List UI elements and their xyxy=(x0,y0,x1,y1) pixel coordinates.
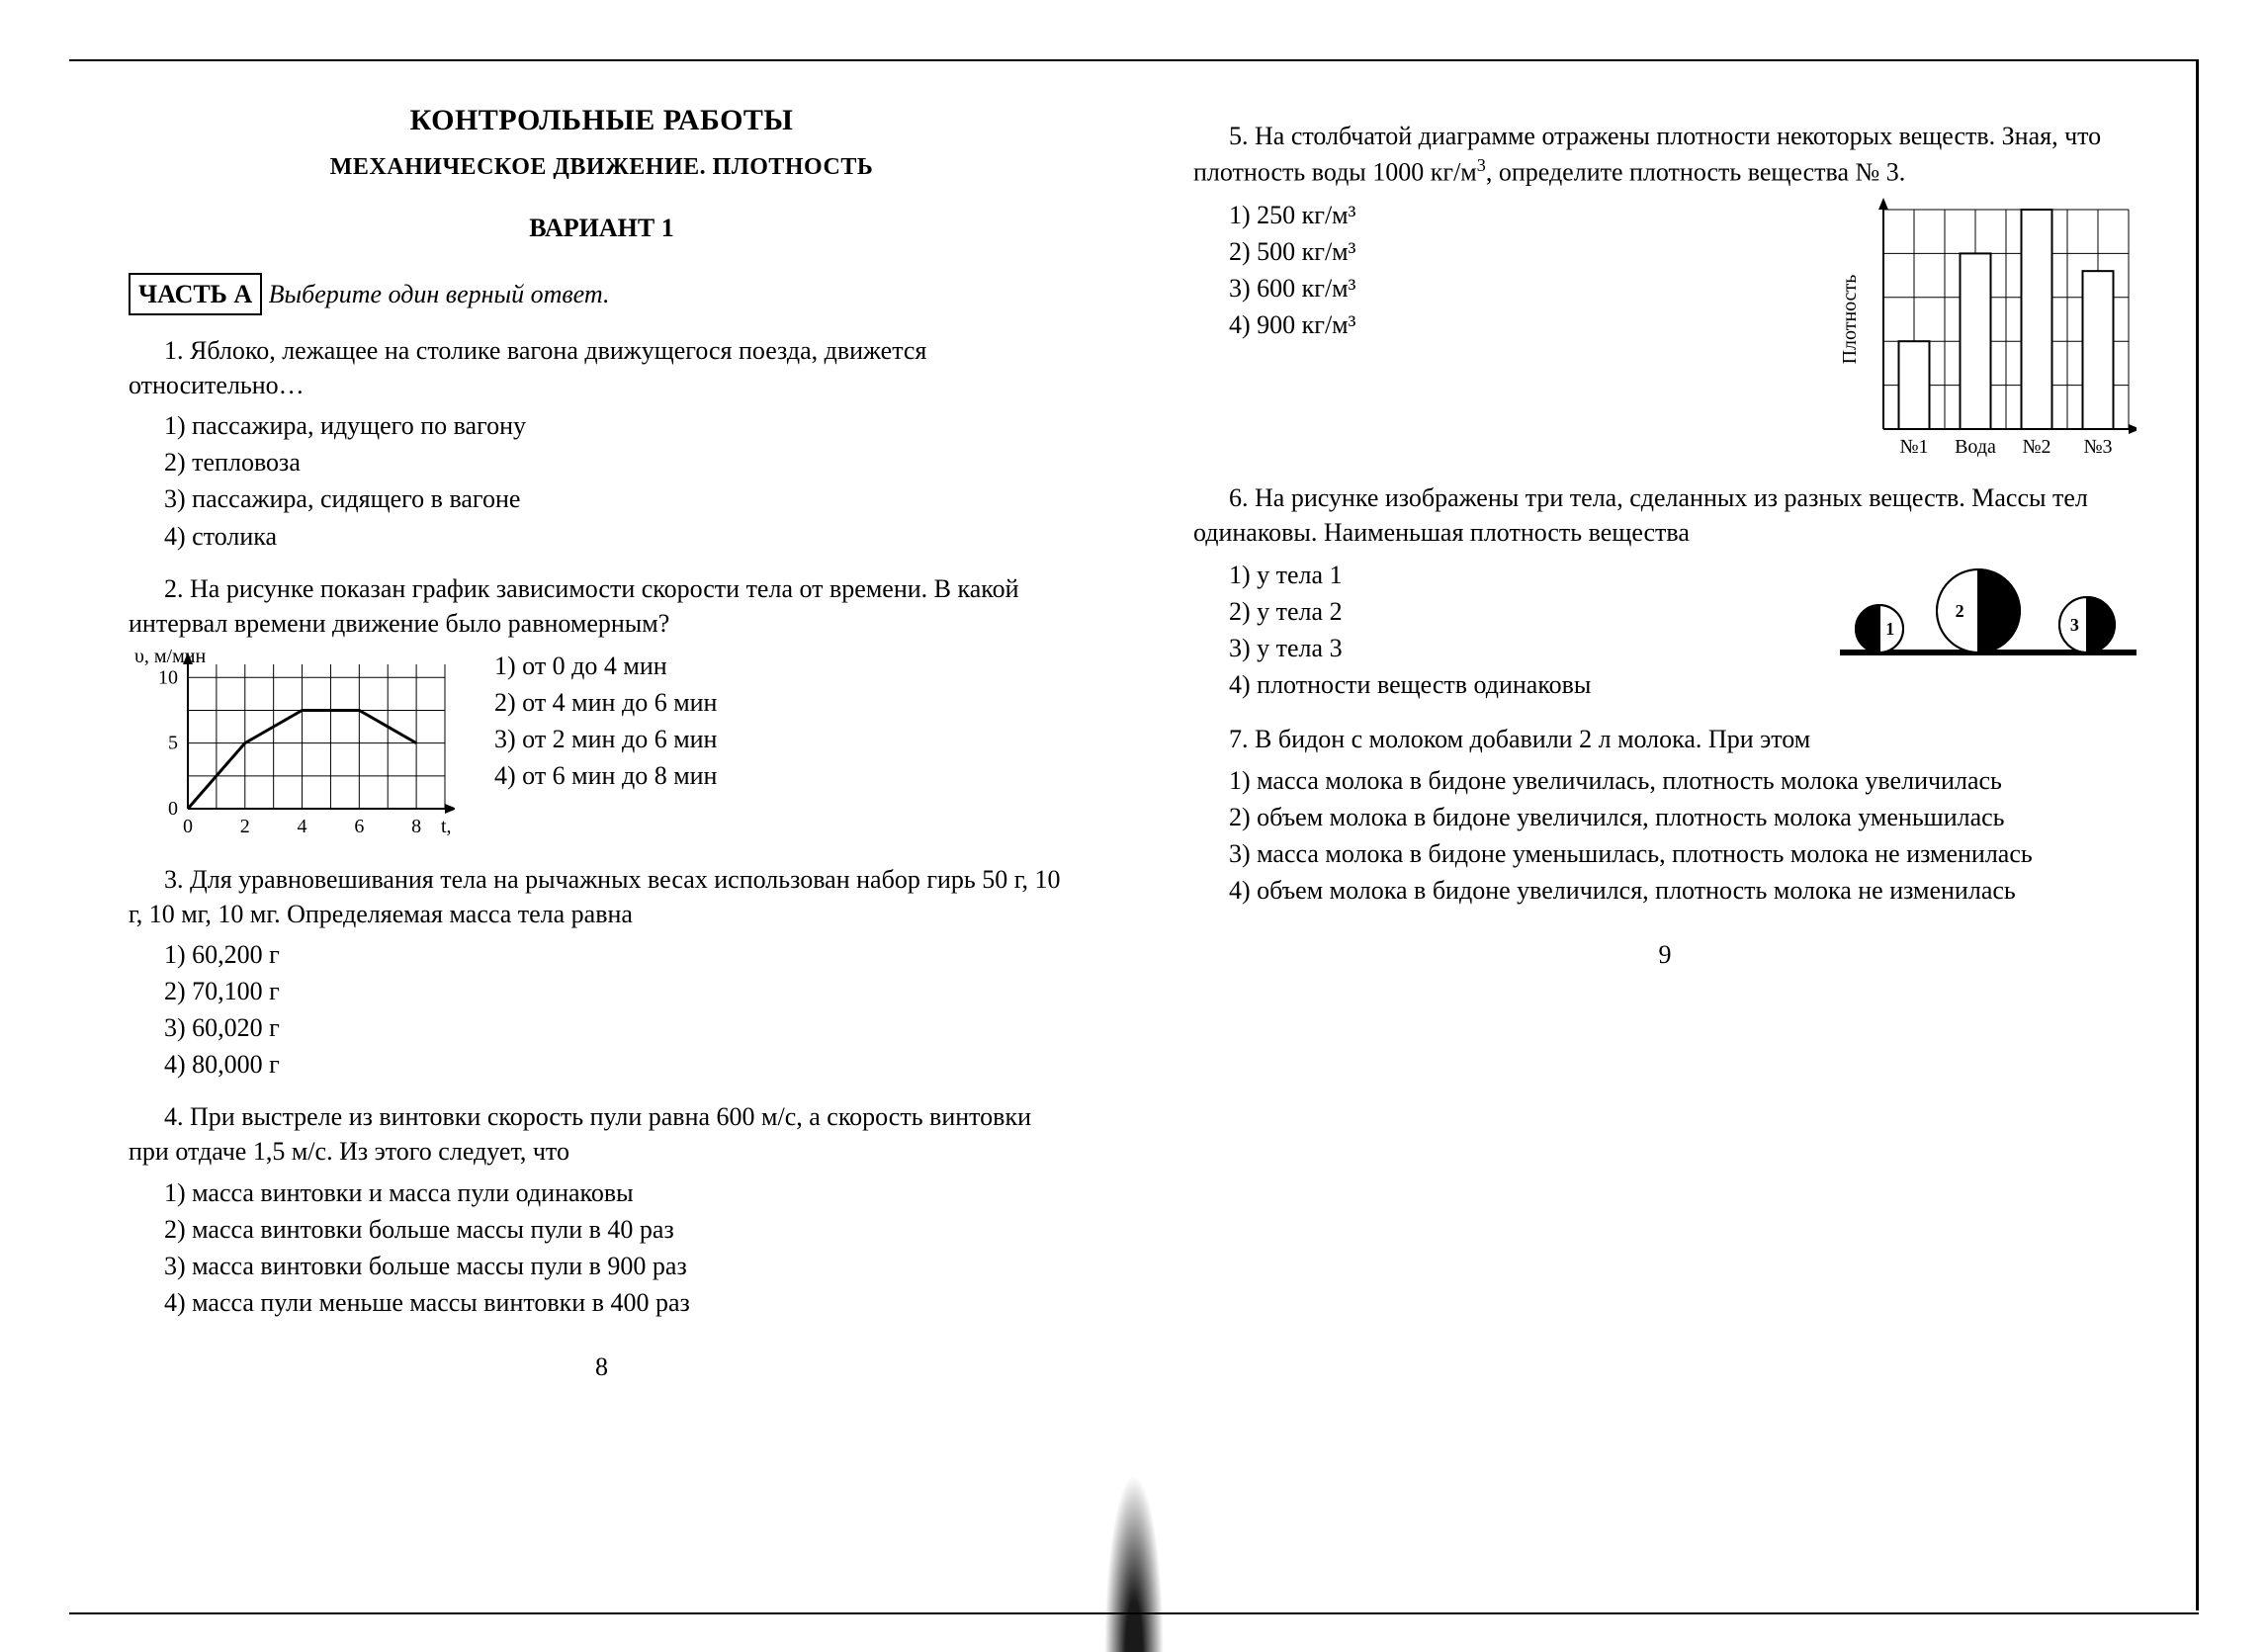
instruction: Выберите один верный ответ. xyxy=(269,280,610,308)
q2-opt: 1) от 0 до 4 мин xyxy=(494,649,717,683)
svg-text:t, мин: t, мин xyxy=(441,816,455,837)
q5-options: 1) 250 кг/м³ 2) 500 кг/м³ 3) 600 кг/м³ 4… xyxy=(1229,196,1355,344)
bottom-rule xyxy=(69,1612,2199,1614)
q2-prompt: 2. На рисунке показан график зависимости… xyxy=(129,571,1075,641)
q1-options: 1) пассажира, идущего по вагону 2) тепло… xyxy=(164,408,1075,553)
q3-opt: 2) 70,100 г xyxy=(164,974,1075,1008)
q1-opt: 4) столика xyxy=(164,519,1075,554)
q5-chart: №1 Вода №2 №3 Плотность xyxy=(1830,196,2137,463)
q3-opt: 1) 60,200 г xyxy=(164,937,1075,972)
q2-opt: 3) от 2 мин до 6 мин xyxy=(494,722,717,756)
q4-options: 1) масса винтовки и масса пули одинаковы… xyxy=(164,1175,1075,1320)
svg-text:№3: №3 xyxy=(2083,436,2112,458)
gutter-shadow xyxy=(1104,1474,1164,1652)
q3-opt: 4) 80,000 г xyxy=(164,1047,1075,1082)
svg-text:3: 3 xyxy=(2070,615,2079,635)
q6-opt: 3) у тела 3 xyxy=(1229,631,1591,665)
page-9: 5. На столбчатой диаграмме отражены плот… xyxy=(1134,59,2199,1610)
svg-text:υ, м/мин: υ, м/мин xyxy=(134,647,206,667)
page-spread: КОНТРОЛЬНЫЕ РАБОТЫ МЕХАНИЧЕСКОЕ ДВИЖЕНИЕ… xyxy=(0,0,2268,1650)
q7-opt: 4) объем молока в бидоне увеличился, пло… xyxy=(1193,873,2137,908)
q7-prompt: 7. В бидон с молоком добавили 2 л молока… xyxy=(1193,722,2137,756)
svg-text:№1: №1 xyxy=(1899,436,1928,458)
svg-text:№2: №2 xyxy=(2022,436,2050,458)
q7-opt: 3) масса молока в бидоне уменьшилась, пл… xyxy=(1193,836,2137,871)
q5-prompt: 5. На столбчатой диаграмме отражены плот… xyxy=(1193,119,2137,190)
q6-opt: 1) у тела 1 xyxy=(1229,558,1591,592)
svg-text:2: 2 xyxy=(1956,601,1964,621)
q5-opt: 4) 900 кг/м³ xyxy=(1229,307,1355,342)
q7-opt: 2) объем молока в бидоне увеличился, пло… xyxy=(1193,800,2137,834)
q5-sup: 3 xyxy=(1477,155,1486,175)
q6-options: 1) у тела 1 2) у тела 2 3) у тела 3 4) п… xyxy=(1229,556,1591,704)
svg-text:Плотность: Плотность xyxy=(1839,274,1861,364)
q1-prompt: 1. Яблоко, лежащее на столике вагона дви… xyxy=(129,333,1075,402)
q2-chart: 0 2 4 6 8 0 5 10υ, м/мин t, мин xyxy=(129,647,455,844)
q3-prompt: 3. Для уравновешивания тела на рычажных … xyxy=(129,862,1075,931)
svg-text:2: 2 xyxy=(240,816,250,837)
q4-prompt: 4. При выстреле из винтовки скорость пул… xyxy=(129,1099,1075,1169)
q7-opt: 1) масса молока в бидоне увеличилась, пл… xyxy=(1193,763,2137,798)
page-8: КОНТРОЛЬНЫЕ РАБОТЫ МЕХАНИЧЕСКОЕ ДВИЖЕНИЕ… xyxy=(69,59,1134,1610)
q5-opt: 2) 500 кг/м³ xyxy=(1229,234,1355,269)
q3-options: 1) 60,200 г 2) 70,100 г 3) 60,020 г 4) 8… xyxy=(164,937,1075,1082)
svg-text:5: 5 xyxy=(168,732,178,753)
q4-opt: 4) масса пули меньше массы винтовки в 40… xyxy=(164,1285,1075,1320)
q2-opt: 2) от 4 мин до 6 мин xyxy=(494,685,717,720)
part-a-line: ЧАСТЬ А Выберите один верный ответ. xyxy=(129,273,1075,315)
svg-text:Вода: Вода xyxy=(1955,436,1996,458)
svg-text:1: 1 xyxy=(1885,619,1894,639)
q2-opt: 4) от 6 мин до 8 мин xyxy=(494,758,717,793)
q4-opt: 1) масса винтовки и масса пули одинаковы xyxy=(164,1175,1075,1210)
svg-text:0: 0 xyxy=(168,798,178,820)
q4-opt: 2) масса винтовки больше массы пули в 40… xyxy=(164,1212,1075,1247)
q1-opt: 1) пассажира, идущего по вагону xyxy=(164,408,1075,443)
q7-options: 1) масса молока в бидоне увеличилась, пл… xyxy=(1229,763,2137,908)
q6-opt: 4) плотности веществ одинаковы xyxy=(1229,667,1591,702)
q4-opt: 3) масса винтовки больше массы пули в 90… xyxy=(164,1249,1075,1283)
title: КОНТРОЛЬНЫЕ РАБОТЫ xyxy=(129,101,1075,141)
q6-diagram: 1 2 3 xyxy=(1840,556,2137,664)
part-a-box: ЧАСТЬ А xyxy=(129,273,262,315)
q5-opt: 3) 600 кг/м³ xyxy=(1229,271,1355,305)
q5-prompt-b: , определите плотность вещества № 3. xyxy=(1486,158,1905,187)
svg-text:0: 0 xyxy=(183,816,193,837)
svg-text:4: 4 xyxy=(298,816,307,837)
q5-opt: 1) 250 кг/м³ xyxy=(1229,198,1355,232)
q6-prompt: 6. На рисунке изображены три тела, сдела… xyxy=(1193,480,2137,550)
q6-opt: 2) у тела 2 xyxy=(1229,594,1591,629)
svg-text:8: 8 xyxy=(411,816,421,837)
variant: ВАРИАНТ 1 xyxy=(129,211,1075,245)
page-number-left: 8 xyxy=(129,1349,1075,1384)
svg-text:10: 10 xyxy=(158,666,178,688)
subtitle: МЕХАНИЧЕСКОЕ ДВИЖЕНИЕ. ПЛОТНОСТЬ xyxy=(129,151,1075,183)
q3-opt: 3) 60,020 г xyxy=(164,1010,1075,1045)
q1-opt: 3) пассажира, сидящего в вагоне xyxy=(164,481,1075,516)
q1-opt: 2) тепловоза xyxy=(164,445,1075,479)
svg-text:6: 6 xyxy=(354,816,364,837)
page-number-right: 9 xyxy=(1193,937,2137,972)
q2-options: 1) от 0 до 4 мин 2) от 4 мин до 6 мин 3)… xyxy=(494,647,717,795)
